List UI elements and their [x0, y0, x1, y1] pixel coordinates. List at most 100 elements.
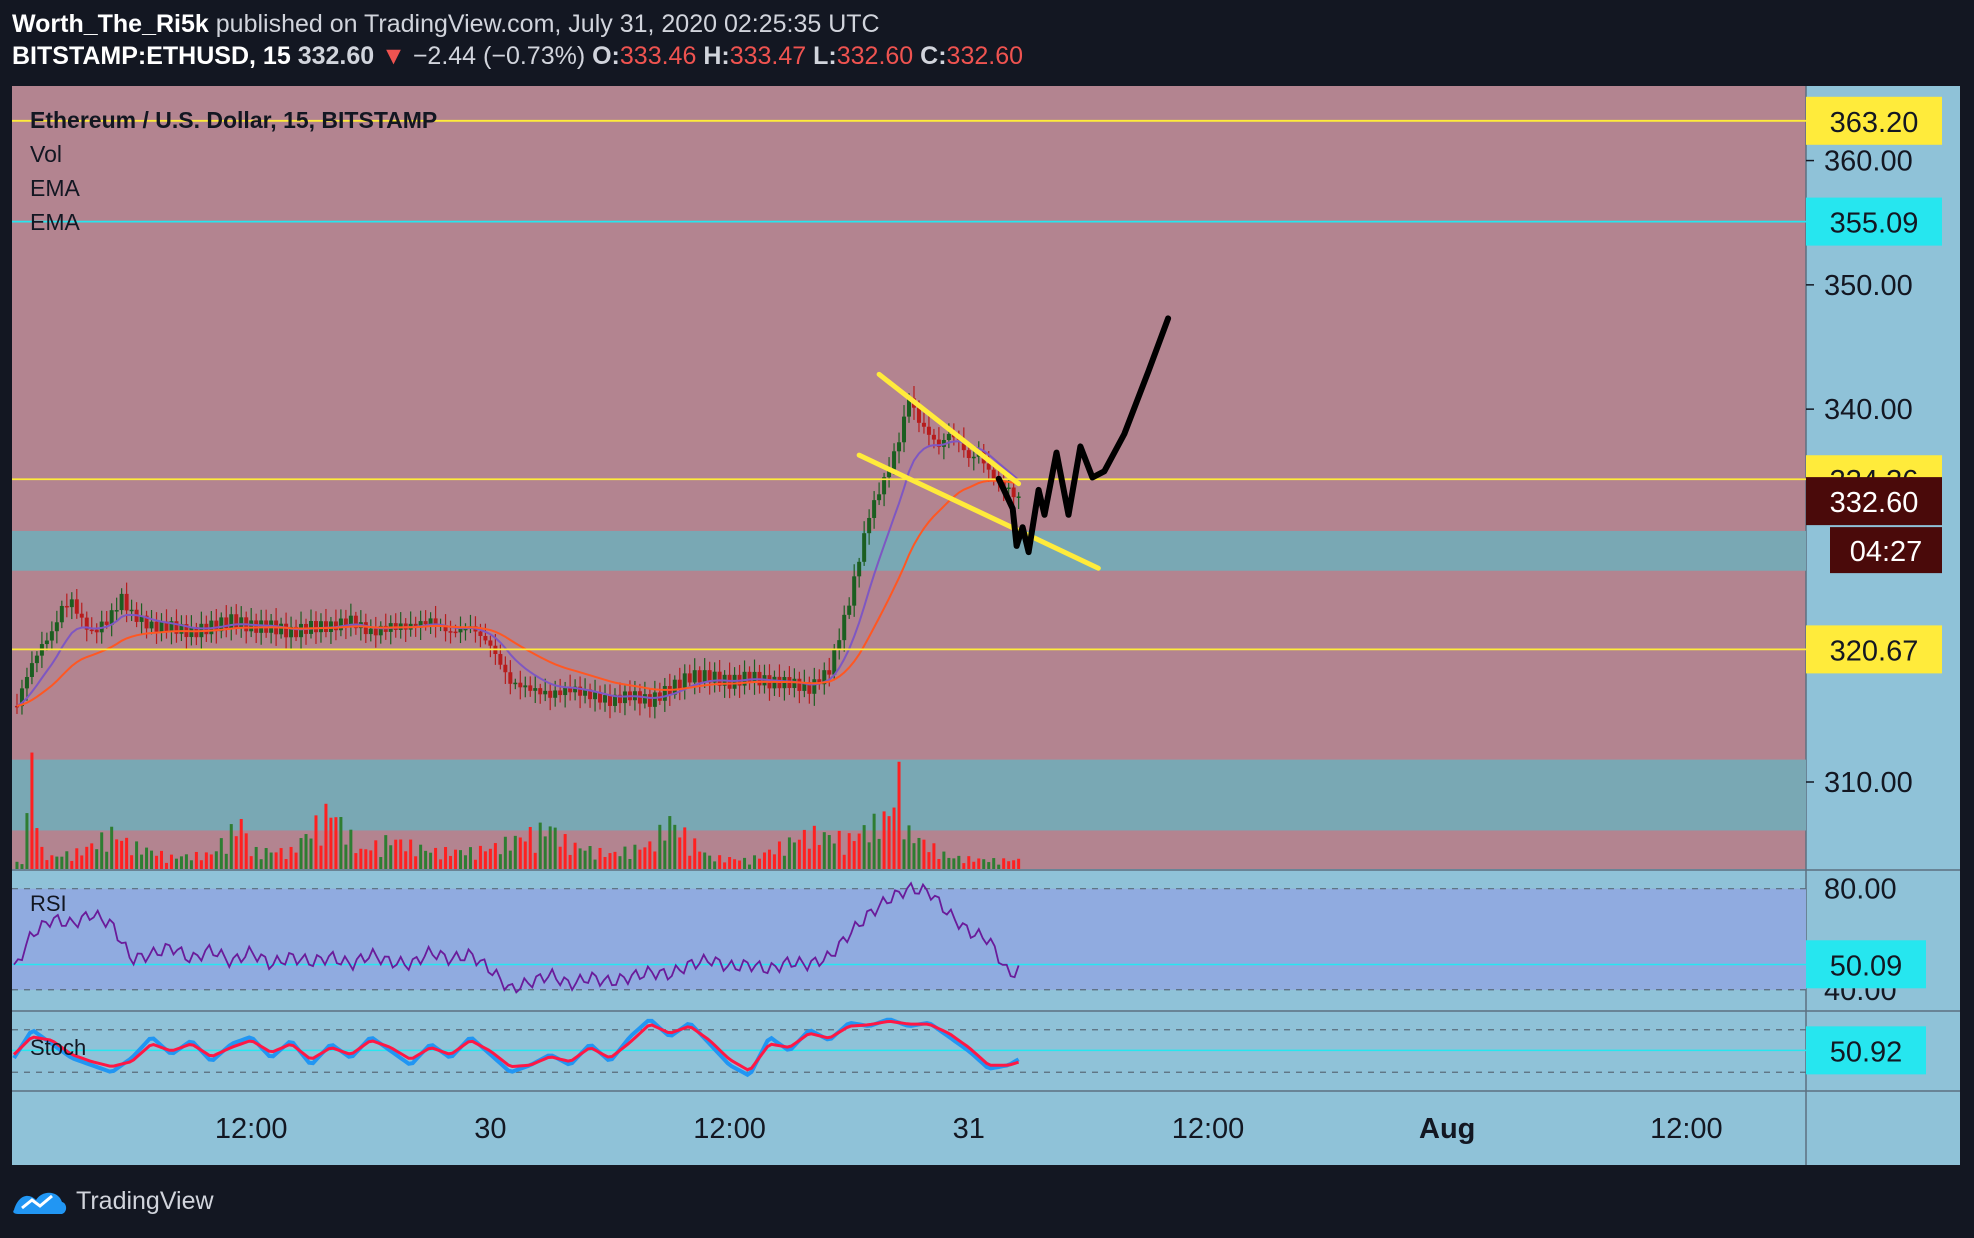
candle[interactable]	[518, 682, 523, 688]
candle[interactable]	[24, 676, 29, 689]
candle[interactable]	[1011, 487, 1016, 498]
candle[interactable]	[239, 617, 244, 629]
candle[interactable]	[882, 477, 887, 495]
candle[interactable]	[827, 670, 832, 675]
main-pane[interactable]	[12, 119, 1806, 869]
candle[interactable]	[508, 672, 513, 684]
candle[interactable]	[64, 605, 69, 608]
candle[interactable]	[867, 517, 872, 534]
candle[interactable]	[1016, 496, 1021, 498]
candle[interactable]	[284, 623, 289, 638]
candle[interactable]	[154, 621, 159, 632]
candle[interactable]	[149, 621, 154, 629]
candle[interactable]	[687, 673, 692, 683]
candle[interactable]	[588, 689, 593, 700]
candle[interactable]	[129, 609, 134, 612]
candle[interactable]	[712, 671, 717, 683]
candle[interactable]	[448, 631, 453, 633]
candle[interactable]	[164, 621, 169, 632]
candle[interactable]	[139, 615, 144, 622]
candle[interactable]	[991, 469, 996, 480]
last-price-tag[interactable]	[1806, 477, 1942, 526]
candle[interactable]	[313, 621, 318, 633]
candle[interactable]	[742, 671, 747, 686]
candle[interactable]	[897, 442, 902, 452]
candle[interactable]	[538, 688, 543, 695]
stoch-d-line[interactable]	[12, 1019, 1020, 1072]
candle[interactable]	[926, 426, 931, 435]
candle[interactable]	[578, 686, 583, 696]
candle[interactable]	[872, 500, 877, 518]
candle[interactable]	[29, 663, 34, 677]
candle[interactable]	[458, 628, 463, 633]
candle[interactable]	[443, 624, 448, 632]
candle[interactable]	[971, 456, 976, 459]
candle[interactable]	[249, 620, 254, 632]
stoch-pane[interactable]: 50.92	[12, 1017, 1926, 1078]
candle[interactable]	[862, 533, 867, 562]
candle[interactable]	[598, 692, 603, 703]
price-axis[interactable]: 310.00340.00350.00360.00363.20355.09334.…	[1806, 96, 1942, 799]
author-name[interactable]: Worth_The_Ri5k	[12, 10, 209, 38]
legend-ema-2[interactable]: EMA	[30, 209, 81, 235]
candle[interactable]	[119, 593, 124, 611]
candle[interactable]	[822, 670, 827, 685]
candle[interactable]	[553, 690, 558, 698]
level-price-tag[interactable]	[1806, 96, 1942, 145]
candle[interactable]	[792, 678, 797, 689]
candle[interactable]	[333, 621, 338, 631]
candle[interactable]	[837, 640, 842, 649]
candle[interactable]	[528, 685, 533, 691]
candle[interactable]	[348, 615, 353, 627]
candle[interactable]	[543, 690, 548, 695]
candle[interactable]	[169, 621, 174, 632]
candle[interactable]	[608, 695, 612, 706]
candle[interactable]	[642, 694, 647, 704]
candle[interactable]	[647, 694, 652, 707]
candle[interactable]	[857, 561, 862, 577]
candle[interactable]	[104, 621, 109, 625]
ema-slow-line[interactable]	[16, 479, 1019, 707]
candle[interactable]	[488, 640, 493, 646]
candle[interactable]	[902, 416, 907, 443]
candle[interactable]	[224, 617, 229, 629]
candle[interactable]	[294, 626, 299, 638]
candle[interactable]	[603, 695, 608, 703]
candle[interactable]	[214, 620, 219, 632]
symbol-label[interactable]: BITSTAMP:ETHUSD, 15	[12, 42, 291, 70]
candle[interactable]	[363, 622, 368, 635]
candle[interactable]	[503, 664, 508, 673]
level-price-tag[interactable]	[1806, 625, 1942, 674]
candle[interactable]	[946, 434, 951, 440]
candle[interactable]	[353, 615, 358, 629]
candle[interactable]	[682, 673, 687, 689]
candle[interactable]	[558, 690, 563, 696]
candle[interactable]	[423, 621, 428, 625]
candle[interactable]	[428, 618, 433, 625]
legend-ema-1[interactable]: EMA	[30, 175, 81, 201]
candle[interactable]	[14, 705, 19, 708]
candle[interactable]	[617, 694, 622, 704]
candle[interactable]	[19, 688, 24, 707]
candle[interactable]	[318, 621, 323, 633]
candle[interactable]	[797, 678, 802, 691]
candle[interactable]	[114, 610, 119, 612]
candle[interactable]	[343, 618, 348, 627]
candle[interactable]	[852, 576, 857, 606]
candle[interactable]	[986, 463, 991, 470]
candle[interactable]	[747, 671, 752, 683]
candle[interactable]	[453, 631, 458, 634]
candle[interactable]	[612, 694, 617, 706]
support-zone[interactable]	[12, 530, 1806, 571]
wedge-lower-trendline[interactable]	[856, 452, 1101, 571]
candle[interactable]	[124, 593, 129, 611]
candle[interactable]	[1006, 487, 1011, 490]
rsi-line[interactable]	[13, 881, 1020, 994]
candle[interactable]	[936, 439, 941, 447]
candle[interactable]	[533, 688, 538, 691]
candle[interactable]	[593, 692, 598, 700]
wedge-upper-trendline[interactable]	[876, 371, 1022, 487]
candle[interactable]	[966, 450, 971, 459]
